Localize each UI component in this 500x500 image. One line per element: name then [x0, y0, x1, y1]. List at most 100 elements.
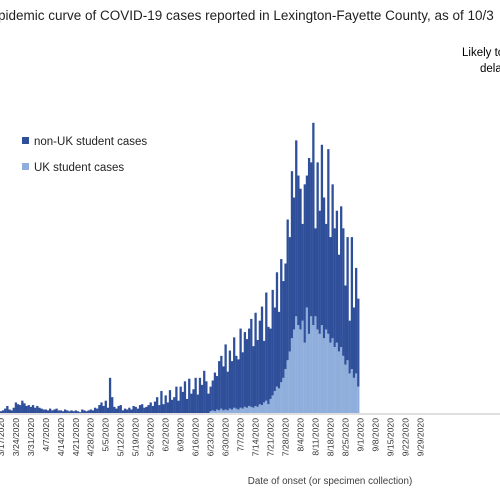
bar-non-uk-student	[12, 407, 15, 413]
bar-uk-student	[241, 408, 244, 413]
chart-legend: non-UK student cases UK student cases	[22, 136, 147, 174]
x-tick-label: 9/1/2020	[355, 418, 365, 452]
bar-uk-student	[250, 406, 253, 413]
bar-non-uk-student	[307, 157, 311, 334]
bar-non-uk-student	[91, 410, 95, 413]
bar-non-uk-student	[53, 409, 56, 413]
x-tick-label: 4/7/2020	[41, 418, 51, 452]
bar-uk-student	[273, 391, 276, 413]
bar-non-uk-student	[151, 405, 155, 413]
bar-non-uk-student	[1, 410, 5, 413]
x-tick-label: 6/9/2020	[176, 418, 186, 452]
x-tick-label: 6/2/2020	[161, 418, 171, 452]
x-tick-label: 3/24/2020	[11, 418, 21, 456]
bar-uk-student	[228, 408, 232, 413]
bar-non-uk-student	[23, 403, 26, 413]
bar-non-uk-student	[295, 140, 298, 317]
bar-non-uk-student	[342, 228, 345, 356]
bar-uk-student	[224, 409, 227, 413]
bar-uk-student	[256, 406, 259, 413]
bar-uk-student	[245, 407, 249, 413]
bar-non-uk-student	[102, 405, 105, 413]
bar-uk-student	[239, 407, 242, 413]
x-tick-label: 7/21/2020	[265, 418, 275, 456]
bar-uk-student	[329, 342, 332, 413]
x-tick-label: 5/12/2020	[116, 418, 126, 456]
bar-non-uk-student	[299, 188, 302, 330]
bar-uk-student	[218, 410, 221, 413]
bar-uk-student	[286, 360, 289, 413]
bar-non-uk-student	[27, 405, 30, 413]
bar-non-uk-student	[269, 328, 272, 399]
bar-non-uk-student	[130, 409, 133, 413]
x-tick-label: 7/28/2020	[280, 418, 290, 456]
bar-non-uk-student	[192, 389, 195, 413]
bar-non-uk-student	[34, 407, 37, 413]
bar-non-uk-student	[357, 298, 360, 387]
bar-uk-student	[299, 329, 302, 413]
x-tick-label: 9/22/2020	[400, 418, 410, 456]
bar-uk-student	[222, 410, 225, 413]
bar-non-uk-student	[104, 400, 107, 413]
bar-non-uk-student	[205, 381, 208, 413]
bar-uk-student	[346, 360, 349, 413]
bar-non-uk-student	[128, 407, 131, 413]
bar-uk-student	[327, 333, 330, 413]
bar-non-uk-student	[149, 402, 152, 413]
bar-non-uk-student	[318, 210, 321, 334]
bar-non-uk-student	[156, 397, 159, 413]
bar-non-uk-student	[286, 219, 289, 361]
bar-non-uk-student	[44, 409, 48, 413]
bar-non-uk-student	[181, 391, 184, 413]
bar-uk-student	[233, 407, 236, 413]
bar-non-uk-student	[245, 339, 249, 408]
bar-non-uk-student	[177, 400, 180, 413]
bar-non-uk-student	[183, 381, 187, 413]
bar-non-uk-student	[292, 197, 296, 330]
bar-uk-student	[355, 373, 358, 413]
annotation-line-2: dela	[480, 63, 500, 75]
x-tick-label: 3/31/2020	[26, 418, 36, 456]
bar-uk-student	[258, 404, 262, 413]
bar-non-uk-student	[0, 411, 3, 413]
legend-label-non-uk: non-UK student cases	[34, 136, 147, 148]
bar-uk-student	[340, 347, 343, 413]
bar-non-uk-student	[78, 412, 82, 413]
bar-uk-student	[342, 355, 345, 413]
bar-non-uk-student	[222, 366, 225, 411]
legend-swatch-uk	[22, 163, 29, 170]
x-tick-label: 4/21/2020	[71, 418, 81, 456]
bar-non-uk-student	[218, 361, 221, 411]
bar-non-uk-student	[355, 267, 358, 374]
bar-non-uk-student	[16, 404, 20, 413]
bar-non-uk-student	[254, 312, 257, 406]
bar-non-uk-student	[256, 340, 259, 407]
bar-non-uk-student	[196, 394, 199, 413]
bar-uk-student	[290, 338, 294, 413]
bar-non-uk-student	[316, 162, 319, 330]
bar-uk-student	[263, 402, 266, 413]
bar-non-uk-student	[230, 361, 234, 410]
bar-non-uk-student	[320, 144, 324, 326]
bar-non-uk-student	[263, 340, 266, 403]
chart-title: pidemic curve of COVID-19 cases reported…	[0, 8, 494, 23]
bar-non-uk-student	[162, 404, 165, 413]
bar-non-uk-student	[164, 395, 167, 413]
x-tick-label: 4/28/2020	[86, 418, 96, 456]
bar-uk-student	[352, 377, 356, 413]
bar-non-uk-student	[241, 352, 244, 409]
bar-uk-student	[331, 338, 334, 413]
bar-non-uk-student	[40, 408, 43, 413]
x-tick-label: 9/8/2020	[370, 418, 380, 452]
bar-non-uk-student	[215, 376, 219, 410]
bar-non-uk-student	[209, 386, 212, 412]
bar-non-uk-student	[235, 355, 238, 409]
bar-non-uk-student	[333, 228, 336, 348]
bar-non-uk-student	[113, 406, 116, 413]
bar-non-uk-student	[100, 402, 103, 413]
bar-non-uk-student	[115, 408, 118, 413]
bar-non-uk-student	[143, 407, 146, 413]
bar-non-uk-student	[108, 377, 112, 413]
bar-non-uk-student	[81, 409, 84, 413]
bar-non-uk-student	[200, 384, 204, 413]
